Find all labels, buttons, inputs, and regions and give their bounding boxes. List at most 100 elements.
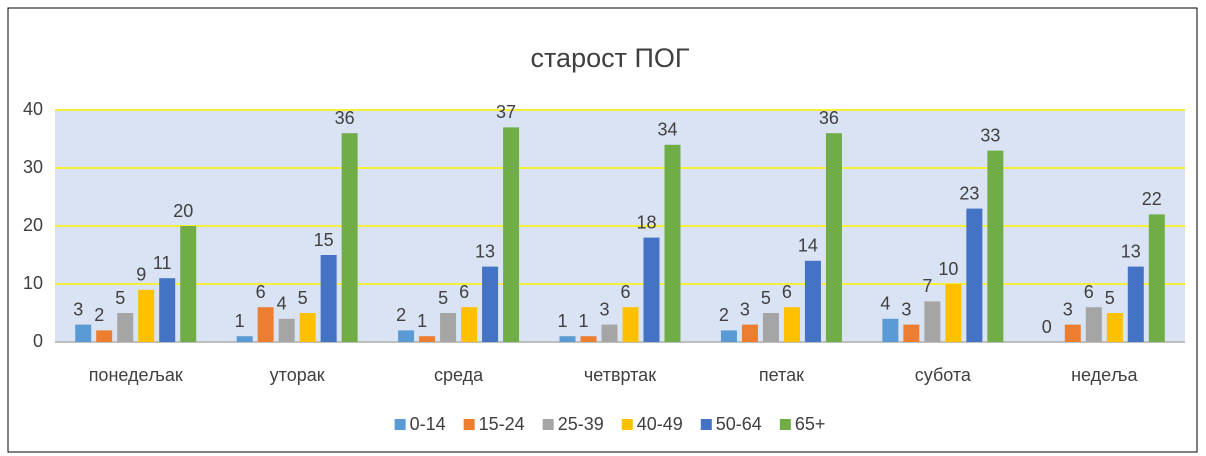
data-label: 37 [496, 102, 516, 122]
bar [419, 336, 436, 342]
data-label: 4 [880, 294, 890, 314]
data-label: 3 [1063, 299, 1073, 319]
bar [440, 313, 457, 342]
bar [622, 307, 639, 342]
data-label: 23 [959, 183, 979, 203]
data-label: 1 [557, 311, 567, 331]
data-label: 11 [153, 253, 172, 273]
bar [341, 133, 358, 342]
data-label: 5 [761, 288, 771, 308]
bar [299, 313, 316, 342]
data-label: 1 [578, 311, 588, 331]
bar [720, 330, 737, 342]
data-label: 22 [1142, 189, 1162, 209]
data-label: 3 [599, 299, 609, 319]
data-label: 15 [314, 230, 334, 250]
bar [1148, 214, 1165, 342]
data-label: 6 [256, 282, 266, 302]
bar [1127, 266, 1144, 342]
data-label: 36 [819, 108, 839, 128]
bar [882, 318, 899, 342]
data-label: 3 [73, 299, 83, 319]
bar [903, 324, 920, 342]
bar [278, 318, 295, 342]
bar [96, 330, 113, 342]
x-tick-label: субота [915, 365, 972, 385]
data-label: 5 [438, 288, 448, 308]
bar [804, 260, 821, 342]
bar [180, 226, 197, 342]
bar [461, 307, 478, 342]
data-label: 33 [980, 125, 1000, 145]
bar [825, 133, 842, 342]
chart-title: старост ПОГ [530, 43, 689, 73]
bar [924, 301, 941, 342]
data-label: 36 [335, 108, 355, 128]
bar [559, 336, 576, 342]
data-label: 3 [740, 299, 750, 319]
legend-label: 15-24 [479, 414, 525, 434]
data-label: 6 [782, 282, 792, 302]
data-label: 4 [277, 294, 287, 314]
legend-label: 40-49 [637, 414, 683, 434]
data-label: 6 [620, 282, 630, 302]
bar [741, 324, 758, 342]
legend-label: 25-39 [558, 414, 604, 434]
data-label: 2 [719, 305, 729, 325]
data-label: 5 [115, 288, 125, 308]
bar [503, 127, 520, 343]
data-label: 13 [1121, 241, 1141, 261]
x-tick-label: понедељак [89, 365, 183, 385]
legend-swatch [394, 419, 406, 430]
bar [762, 313, 779, 342]
data-label: 6 [459, 282, 469, 302]
y-tick-label: 0 [33, 331, 43, 351]
legend-swatch [621, 419, 633, 430]
legend-swatch [700, 419, 712, 430]
bar [117, 313, 134, 342]
data-label: 1 [417, 311, 427, 331]
data-label: 1 [235, 311, 245, 331]
legend-swatch [779, 419, 791, 430]
bar [1085, 307, 1102, 342]
data-label: 7 [922, 276, 932, 296]
bar [138, 289, 155, 342]
data-label: 20 [173, 201, 193, 221]
y-tick-label: 20 [23, 215, 43, 235]
y-tick-label: 10 [23, 273, 43, 293]
x-tick-label: недеља [1071, 365, 1138, 385]
y-tick-label: 40 [23, 99, 43, 119]
x-tick-label: петак [759, 365, 804, 385]
bar [257, 307, 274, 342]
bar [987, 150, 1004, 342]
legend-swatch [542, 419, 554, 430]
legend-swatch [463, 419, 475, 430]
bar [664, 144, 681, 342]
bar [398, 330, 415, 342]
data-label: 6 [1084, 282, 1094, 302]
data-label: 34 [657, 120, 677, 140]
legend-label: 65+ [795, 414, 826, 434]
bar [75, 324, 92, 342]
bar [601, 324, 618, 342]
x-tick-label: среда [434, 365, 484, 385]
data-label: 5 [1105, 288, 1115, 308]
bar [320, 255, 337, 342]
data-label: 10 [938, 259, 958, 279]
bar [966, 208, 983, 342]
data-label: 0 [1042, 317, 1052, 337]
bar [1106, 313, 1123, 342]
bar [236, 336, 253, 342]
bar [482, 266, 499, 342]
data-label: 5 [298, 288, 308, 308]
bar [1064, 324, 1081, 342]
bar [580, 336, 597, 342]
y-tick-label: 30 [23, 157, 43, 177]
bar [159, 278, 176, 342]
data-label: 18 [636, 212, 656, 232]
data-label: 2 [396, 305, 406, 325]
data-label: 13 [475, 241, 495, 261]
bar [945, 284, 962, 342]
x-tick-label: четвртак [584, 365, 656, 385]
